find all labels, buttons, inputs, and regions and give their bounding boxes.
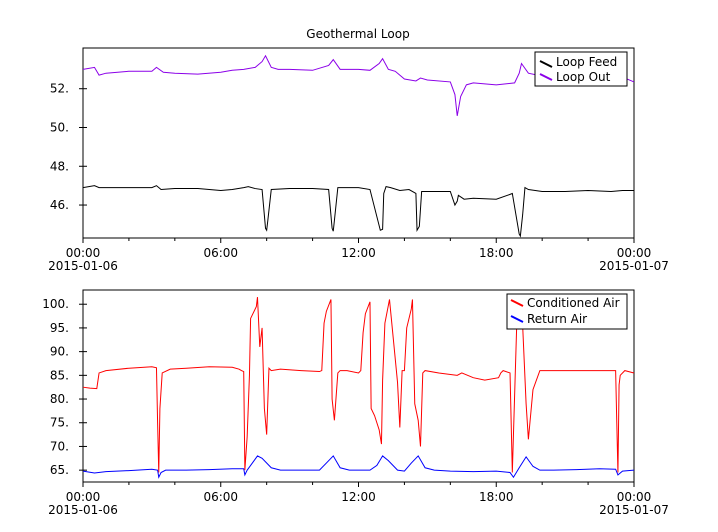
chart-2-y-tick-label: 80. <box>50 392 69 406</box>
chart-2-x-tick-label: 00:00 <box>617 490 652 504</box>
chart-1-legend-box <box>534 51 628 87</box>
chart-1-x-date-label: 2015-01-06 <box>48 259 118 273</box>
chart-1-series-loop-out-line <box>82 54 635 116</box>
legend-swatch-conditioned-air <box>510 299 524 307</box>
chart-2-y-tick-label: 75. <box>50 416 69 430</box>
chart-2-x-date-label: 2015-01-06 <box>48 503 118 517</box>
chart-2-x-date-label: 2015-01-07 <box>599 503 669 517</box>
legend-label-loop-out: Loop Out <box>556 70 611 84</box>
chart-1-y-tick-label: 52. <box>50 82 69 96</box>
chart-2-x-tick-label: 06:00 <box>203 490 238 504</box>
chart-1-x-tick-label: 06:00 <box>203 246 238 260</box>
chart-1-legend: Loop Feed Loop Out <box>534 51 628 87</box>
chart-1-y-tick-label: 50. <box>50 120 69 134</box>
chart-1-series-layer <box>82 54 635 238</box>
chart-2-y-tick-label: 85. <box>50 368 69 382</box>
chart-2-y-tick-label: 90. <box>50 345 69 359</box>
chart-2-y-tick-label: 70. <box>50 439 69 453</box>
chart-2-x-tick-label: 12:00 <box>341 490 376 504</box>
legend-label-conditioned-air: Conditioned Air <box>527 296 620 310</box>
chart-1-title: Geothermal Loop <box>306 27 409 41</box>
legend-label-return-air: Return Air <box>527 312 587 326</box>
chart-2-x-tick-label: 00:00 <box>66 490 101 504</box>
legend-swatch-return-air <box>510 315 524 323</box>
chart-1-x-date-label: 2015-01-07 <box>599 259 669 273</box>
chart-2-y-tick-label: 100. <box>42 297 69 311</box>
chart-1-series-loop-feed-line <box>82 185 634 238</box>
chart-2-y-tick-label: 65. <box>50 463 69 477</box>
legend-label-loop-feed: Loop Feed <box>556 55 617 69</box>
chart-2-legend: Conditioned Air Return Air <box>506 293 628 330</box>
chart-2-axes: 65.70.75.80.85.90.95.100.00:002015-01-06… <box>42 297 669 517</box>
legend-swatch-loop-feed <box>539 60 553 68</box>
chart-2-y-tick-label: 95. <box>50 321 69 335</box>
chart-2-legend-box <box>506 293 628 330</box>
chart-1-x-tick-label: 12:00 <box>341 246 376 260</box>
chart-2-x-tick-label: 18:00 <box>479 490 514 504</box>
chart-2-series-return-air-line <box>82 455 635 479</box>
chart-1-x-tick-label: 18:00 <box>479 246 514 260</box>
chart-1-y-tick-label: 46. <box>50 198 69 212</box>
chart-1-x-tick-label: 00:00 <box>66 246 101 260</box>
chart-1-y-tick-label: 48. <box>50 159 69 173</box>
chart-1-x-tick-label: 00:00 <box>617 246 652 260</box>
legend-swatch-loop-out <box>539 73 553 81</box>
